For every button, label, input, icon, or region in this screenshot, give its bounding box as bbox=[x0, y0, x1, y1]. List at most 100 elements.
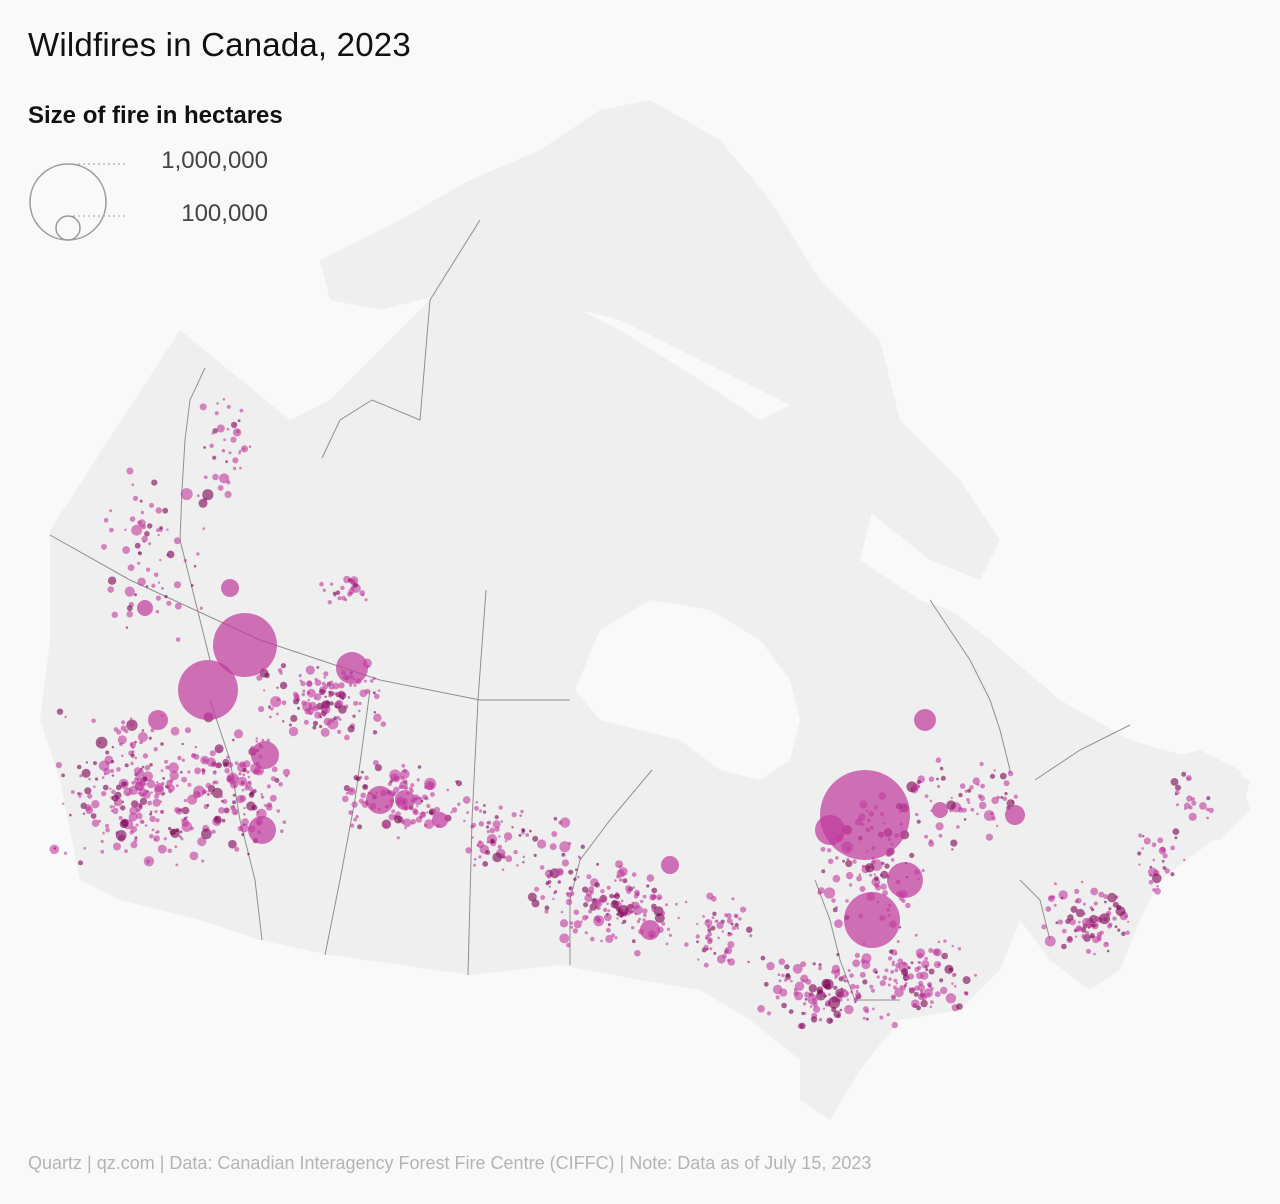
fire-circle bbox=[239, 466, 242, 470]
fire-circle bbox=[651, 907, 657, 913]
fire-circle bbox=[223, 438, 227, 442]
fire-circle bbox=[793, 987, 798, 992]
fire-circle-large bbox=[137, 600, 153, 616]
fire-circle bbox=[388, 813, 396, 821]
fire-circle bbox=[456, 780, 462, 787]
fire-circle bbox=[966, 798, 970, 802]
fire-circle bbox=[876, 975, 880, 979]
fire-circle bbox=[112, 805, 116, 808]
fire-circle bbox=[429, 810, 434, 815]
fire-circle bbox=[149, 834, 154, 839]
fire-circle bbox=[818, 966, 822, 971]
fire-circle bbox=[1082, 918, 1091, 927]
fire-circle bbox=[552, 897, 555, 901]
fire-circle bbox=[323, 717, 332, 726]
fire-circle bbox=[993, 769, 996, 772]
fire-circle bbox=[531, 899, 540, 908]
fire-circle bbox=[139, 740, 143, 745]
fire-circle bbox=[203, 475, 208, 480]
fire-circle bbox=[775, 995, 780, 1000]
fire-circle bbox=[404, 786, 408, 790]
fire-circle bbox=[221, 799, 224, 803]
fire-circle bbox=[818, 963, 822, 967]
fire-circle bbox=[332, 682, 340, 690]
fire-circle bbox=[411, 822, 414, 825]
fire-circle bbox=[605, 935, 614, 943]
fire-circle bbox=[124, 528, 127, 531]
fire-circle bbox=[1080, 880, 1084, 884]
fire-circle bbox=[347, 725, 355, 733]
fire-circle bbox=[940, 986, 948, 995]
fire-circle bbox=[1142, 835, 1145, 838]
fire-circle bbox=[364, 775, 369, 781]
fire-circle bbox=[207, 790, 210, 793]
fire-circle bbox=[374, 693, 380, 700]
fire-circle bbox=[505, 855, 513, 863]
fire-circle bbox=[430, 792, 435, 797]
fire-circle bbox=[560, 910, 564, 914]
fire-circle bbox=[344, 734, 350, 741]
fire-circle bbox=[70, 790, 75, 794]
fire-circle bbox=[194, 745, 198, 749]
fire-circle bbox=[703, 962, 709, 968]
fire-circle bbox=[163, 837, 167, 841]
fire-circle bbox=[155, 818, 160, 823]
fire-circle bbox=[360, 770, 364, 774]
fire-circle bbox=[95, 736, 108, 749]
fire-circle bbox=[396, 836, 400, 840]
fire-circle bbox=[94, 777, 99, 781]
fire-circle bbox=[547, 869, 551, 873]
fire-circle bbox=[364, 598, 368, 602]
fire-circle bbox=[333, 716, 338, 720]
fire-circle bbox=[144, 764, 151, 771]
legend-title: Size of fire in hectares bbox=[28, 102, 283, 129]
fire-circle bbox=[282, 820, 287, 824]
fire-circle bbox=[838, 976, 844, 982]
fire-circle bbox=[139, 804, 142, 807]
fire-circle bbox=[897, 958, 904, 964]
fire-circle bbox=[348, 683, 353, 687]
fire-circle bbox=[914, 985, 920, 991]
fire-circle bbox=[658, 896, 661, 900]
fire-circle bbox=[323, 671, 329, 677]
fire-circle bbox=[614, 893, 621, 900]
fire-circle bbox=[359, 590, 366, 596]
fire-circle bbox=[220, 795, 223, 798]
fire-circle bbox=[928, 968, 935, 975]
fire-circle bbox=[109, 805, 114, 809]
fire-circle bbox=[951, 982, 954, 985]
fire-circle bbox=[241, 788, 245, 792]
fire-circle bbox=[383, 823, 388, 829]
fire-circle bbox=[915, 948, 926, 958]
fire-circle bbox=[101, 543, 107, 550]
fire-circle bbox=[522, 861, 525, 864]
fire-circle bbox=[1206, 796, 1211, 801]
fire-circle bbox=[1007, 770, 1014, 777]
fire-circle bbox=[824, 1002, 830, 1007]
fire-circle bbox=[600, 939, 603, 943]
fire-circle bbox=[1085, 948, 1092, 954]
fire-circle bbox=[706, 926, 710, 929]
fire-circle bbox=[159, 558, 162, 562]
fire-circle bbox=[410, 783, 415, 788]
fire-circle bbox=[277, 668, 283, 673]
fire-circle bbox=[967, 801, 971, 804]
fire-circle bbox=[980, 783, 985, 789]
fire-circle bbox=[979, 795, 985, 802]
fire-circle bbox=[1048, 895, 1054, 901]
fire-circle bbox=[1181, 771, 1187, 777]
fire-circle bbox=[164, 595, 168, 599]
fire-circle bbox=[280, 829, 284, 833]
fire-circle bbox=[126, 792, 130, 796]
fire-circle bbox=[234, 761, 239, 765]
fire-circle bbox=[124, 763, 129, 768]
fire-circle bbox=[213, 815, 222, 824]
fire-circle bbox=[126, 605, 133, 612]
fire-circle bbox=[457, 802, 461, 806]
fire-circle bbox=[320, 727, 330, 737]
fire-circle bbox=[129, 742, 134, 747]
fire-circle bbox=[161, 587, 164, 590]
fire-circle bbox=[1138, 863, 1141, 866]
fire-circle bbox=[155, 610, 160, 614]
fire-circle bbox=[288, 723, 292, 727]
